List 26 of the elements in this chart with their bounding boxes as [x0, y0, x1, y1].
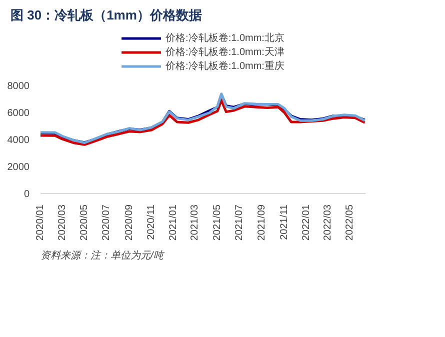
x-tick-label: 2020/11	[146, 204, 157, 240]
x-tick-label: 2020/05	[79, 204, 90, 241]
y-tick-label: 0	[24, 189, 30, 200]
x-tick-label: 2022/03	[322, 204, 334, 241]
x-tick-label: 2021/01	[168, 204, 180, 241]
legend-label: 价格:冷轧板卷:1.0mm:天津	[166, 46, 284, 59]
x-tick-label: 2021/07	[234, 204, 246, 241]
x-tick-label: 2020/01	[35, 204, 46, 241]
x-tick-label: 2021/05	[212, 204, 223, 241]
x-tick-label: 2020/03	[56, 204, 68, 241]
x-tick-label: 2021/03	[190, 204, 201, 241]
x-tick-label: 2022/05	[344, 204, 356, 241]
text: 资料来源：注：单位为元/吨	[40, 250, 166, 262]
y-tick-label: 8000	[7, 81, 30, 92]
x-tick-label: 2022/01	[301, 204, 312, 241]
x-tick-label: 2021/09	[256, 204, 268, 241]
y-tick-label: 4000	[7, 135, 30, 146]
line-series	[40, 99, 366, 146]
x-tick-label: 2020/09	[124, 204, 135, 241]
y-tick-label: 6000	[7, 108, 30, 119]
legend-label: 价格:冷轧板卷:1.0mm:北京	[166, 32, 284, 45]
x-tick-label: 2021/11	[278, 204, 290, 240]
legend-label: 价格:冷轧板卷:1.0mm:重庆	[166, 60, 284, 73]
x-tick-label: 2020/07	[101, 204, 112, 241]
chart-title: 图 30：冷轧板（1mm）价格数据	[10, 8, 202, 22]
y-tick-label: 2000	[7, 162, 30, 173]
